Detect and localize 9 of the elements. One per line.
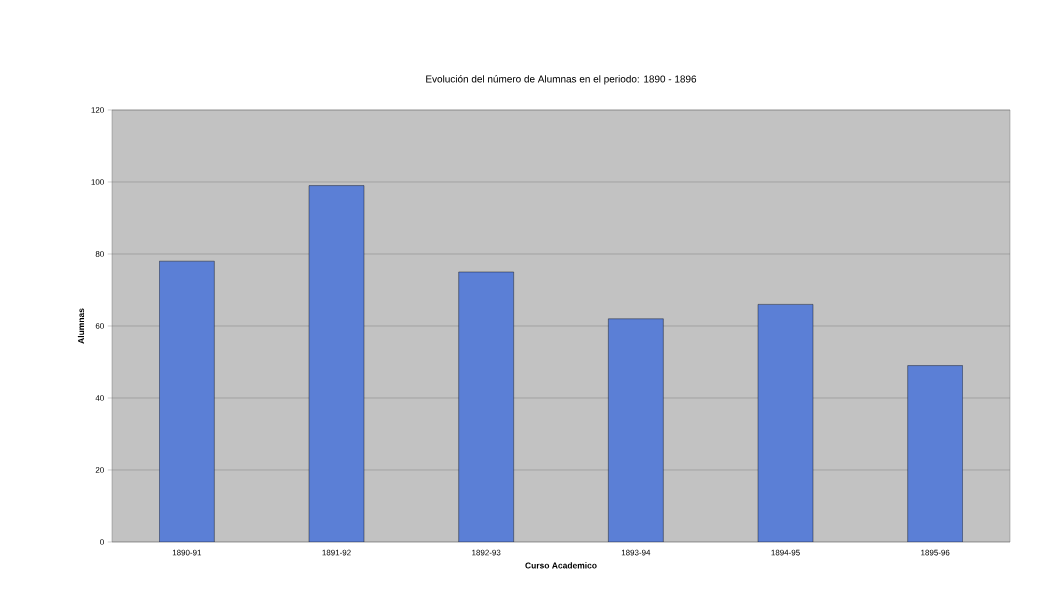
- x-axis-title: Curso Academico: [525, 562, 597, 569]
- bar: [159, 260, 215, 542]
- chart-title: Evolución del número de Alumnas en el periodo: 1890 - 1896: [426, 75, 697, 85]
- bar: [458, 271, 514, 542]
- bar: [608, 318, 664, 542]
- y-axis-title: Alumnas: [77, 308, 85, 344]
- bar: [308, 185, 365, 542]
- bar: [907, 365, 963, 542]
- bar: [757, 304, 814, 542]
